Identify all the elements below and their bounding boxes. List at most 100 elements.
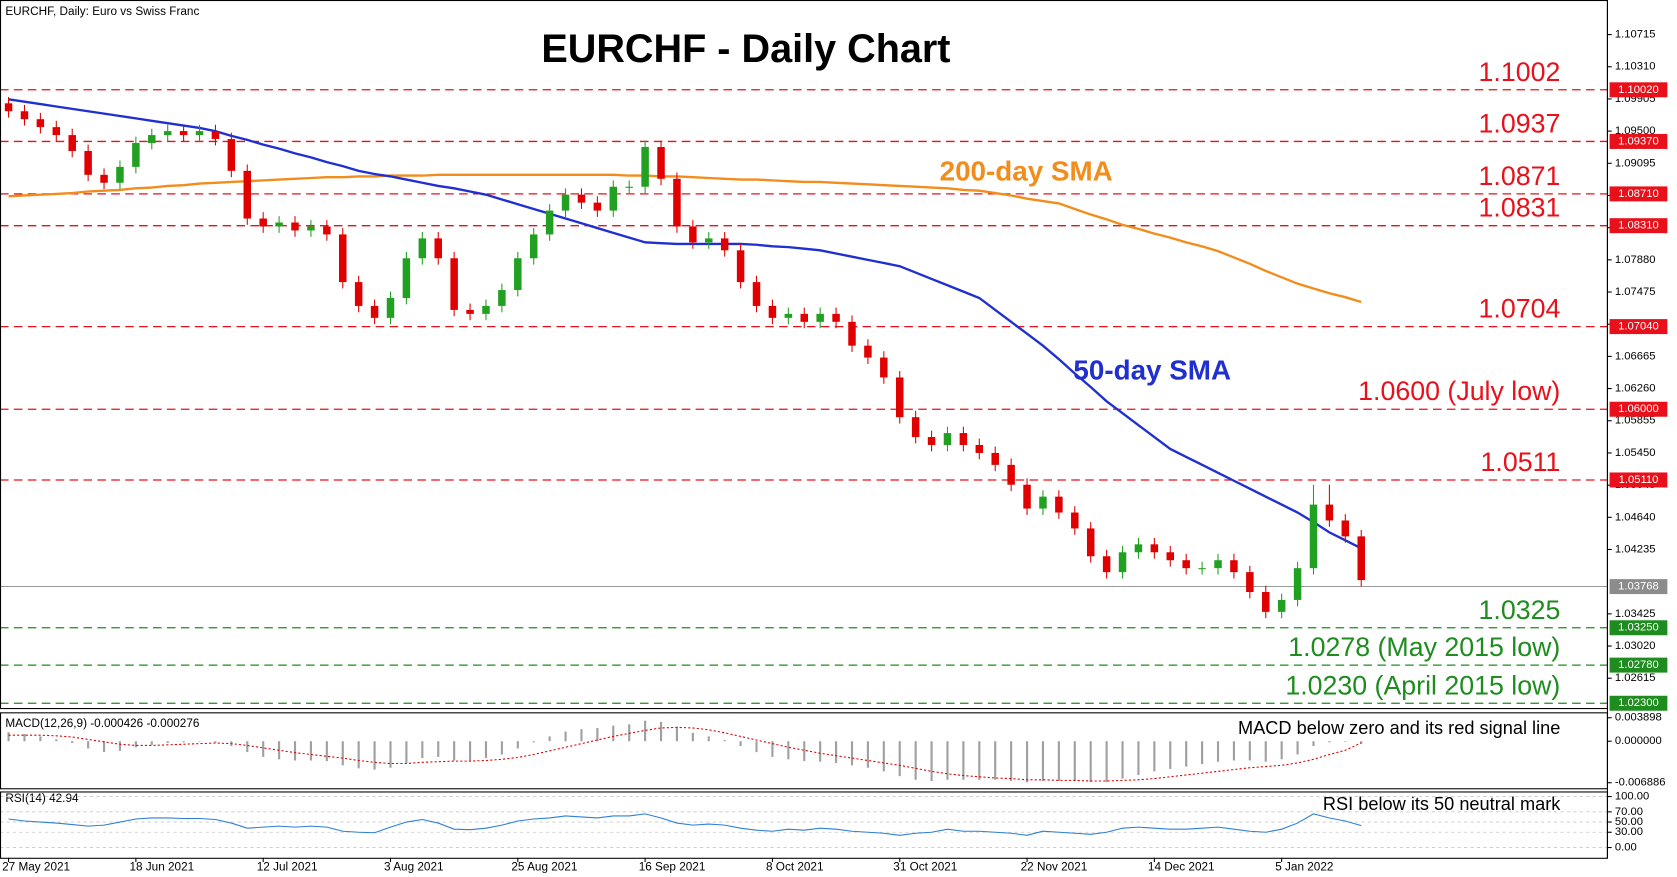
macd-bar <box>691 732 694 742</box>
macd-bar <box>309 741 312 761</box>
level-annotation: 1.0871 <box>1479 161 1561 191</box>
candle-body <box>227 139 236 171</box>
x-tick-label: 25 Aug 2021 <box>511 860 577 873</box>
macd-bar <box>246 741 249 753</box>
y-tick-label: 1.03020 <box>1615 640 1656 652</box>
level-tag-label: 1.08310 <box>1618 220 1659 232</box>
level-tag-label: 1.06000 <box>1618 403 1659 415</box>
level-annotation: 1.0511 <box>1481 447 1561 477</box>
macd-bar <box>644 720 647 742</box>
candle-body <box>1246 572 1254 593</box>
candle-body <box>1357 536 1365 581</box>
candle-body <box>1118 552 1127 573</box>
candle-body <box>291 222 299 231</box>
macd-bar <box>675 726 679 742</box>
x-tick-label: 18 Jun 2021 <box>129 860 194 873</box>
x-tick-label: 16 Sep 2021 <box>639 860 706 873</box>
macd-bar <box>1153 741 1156 772</box>
candle-body <box>895 377 904 418</box>
macd-bar <box>1105 741 1108 783</box>
candle-body <box>418 238 427 259</box>
macd-bar <box>1073 741 1076 781</box>
candle-body <box>323 226 331 235</box>
y-tick-label: 30.00 <box>1615 826 1643 838</box>
macd-bar <box>898 741 901 777</box>
candle-body <box>1071 512 1079 529</box>
level-tag <box>1609 82 1668 98</box>
macd-bar <box>835 741 838 763</box>
candle-body <box>848 321 856 346</box>
candle-body <box>832 313 840 322</box>
y-tick-label: 1.05450 <box>1615 447 1656 459</box>
level-annotation: 1.0230 (April 2015 low) <box>1285 670 1560 700</box>
candle-body <box>307 226 315 231</box>
level-tag <box>1609 695 1668 711</box>
candle-body <box>514 258 522 291</box>
macd-bar <box>1201 741 1204 765</box>
macd-bar <box>1137 741 1140 775</box>
candle-body <box>132 143 140 167</box>
macd-bar <box>787 741 790 760</box>
macd-bar <box>532 741 535 743</box>
y-tick-label: 1.06260 <box>1615 383 1656 395</box>
macd-bar <box>405 741 408 763</box>
candle-body <box>1007 464 1015 485</box>
candle-body <box>1293 568 1302 600</box>
macd-bar <box>1025 741 1029 783</box>
candle-body <box>561 194 570 211</box>
y-tick-label: 1.04640 <box>1615 511 1656 523</box>
x-tick-label: 12 Jul 2021 <box>257 860 318 873</box>
macd-bar <box>850 741 854 766</box>
macd-bar <box>373 741 376 770</box>
macd-bar <box>628 724 631 742</box>
macd-annotation: MACD below zero and its red signal line <box>1238 718 1560 738</box>
macd-signal <box>8 726 1362 782</box>
macd-bar <box>882 741 885 772</box>
candle-body <box>339 234 347 283</box>
y-tick-label: 0.003898 <box>1615 712 1662 724</box>
candle-body <box>880 357 888 378</box>
candle-body <box>816 313 824 322</box>
x-tick-label: 14 Dec 2021 <box>1148 860 1215 873</box>
candle-body <box>609 186 618 211</box>
candle-body <box>911 417 920 438</box>
sma-label: 200-day SMA <box>940 156 1113 187</box>
y-tick-label: 1.09500 <box>1615 125 1656 137</box>
candle-body <box>211 131 220 140</box>
macd-bar <box>755 741 758 753</box>
level-tag-label: 1.08710 <box>1618 188 1659 200</box>
candle-body <box>673 178 681 227</box>
level-annotation: 1.0937 <box>1479 108 1561 138</box>
y-tick-label: 1.02615 <box>1615 672 1656 684</box>
macd-bar <box>1216 741 1220 762</box>
level-tag-label: 1.05110 <box>1619 474 1659 486</box>
candle-body <box>864 345 872 358</box>
candle-body <box>466 309 474 314</box>
candle-body <box>195 131 204 136</box>
candle-body <box>243 170 252 219</box>
macd-bar <box>771 741 774 757</box>
macd-bar <box>71 741 74 744</box>
macd-bar <box>39 736 42 742</box>
macd-bar <box>437 741 440 757</box>
macd-bar <box>1232 741 1235 761</box>
chart-title: EURCHF - Daily Chart <box>541 27 950 71</box>
candle-body <box>1230 560 1238 573</box>
candle-body <box>179 131 188 136</box>
level-tag <box>1609 133 1668 149</box>
macd-bar <box>866 741 869 768</box>
candle-body <box>68 135 76 151</box>
level-tag <box>1609 620 1668 636</box>
macd-bar <box>946 741 949 780</box>
candle-body <box>354 282 363 306</box>
macd-bar <box>7 732 10 742</box>
candle-body <box>736 250 745 283</box>
macd-bar <box>150 741 153 745</box>
candle-body <box>163 131 172 136</box>
macd-bar <box>1169 741 1172 769</box>
y-tick-label: 1.04235 <box>1615 543 1656 555</box>
macd-bar <box>739 741 742 747</box>
macd-bar <box>421 741 424 759</box>
macd-bar <box>214 741 217 743</box>
macd-bar <box>1312 741 1315 747</box>
